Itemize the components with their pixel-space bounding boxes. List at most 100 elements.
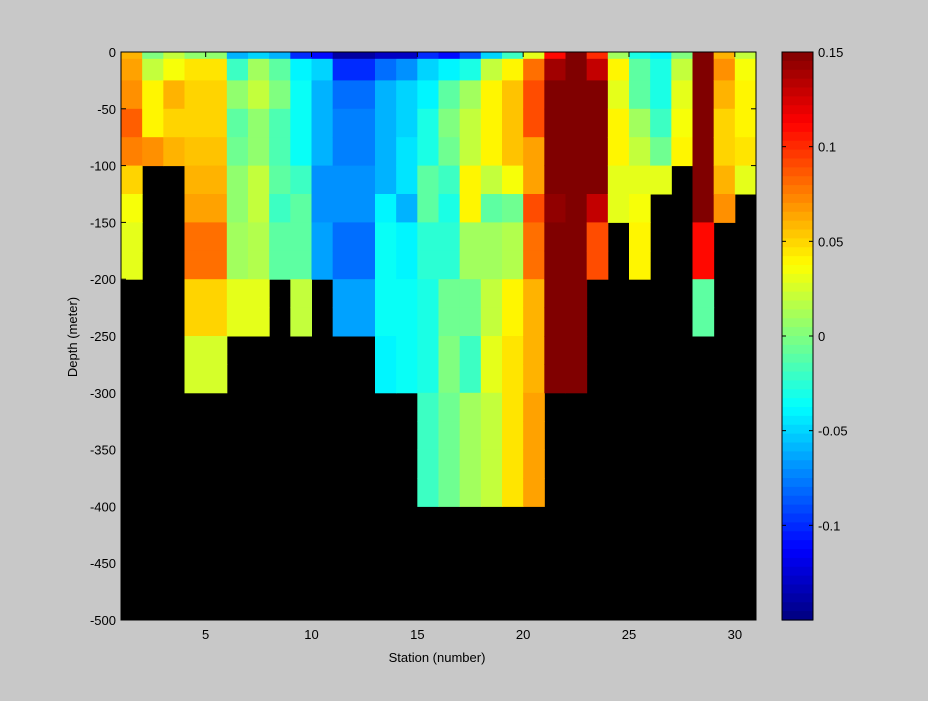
- heatmap-cell: [417, 478, 439, 507]
- heatmap-cell: [121, 137, 143, 167]
- heatmap-cell: [480, 52, 503, 60]
- colorbar-swatch: [782, 469, 813, 479]
- colorbar-swatch: [782, 69, 813, 80]
- heatmap-cell: [438, 279, 461, 309]
- heatmap-cell: [502, 250, 524, 280]
- heatmap-cell: [650, 165, 672, 195]
- heatmap-cell: [734, 58, 757, 81]
- heatmap-cell: [417, 250, 439, 280]
- heatmap-cell: [713, 165, 736, 195]
- heatmap-cell: [502, 449, 524, 479]
- heatmap-cell: [480, 194, 503, 223]
- colorbar-swatch: [782, 353, 813, 364]
- x-axis-label: Station (number): [389, 650, 486, 665]
- heatmap-cell: [248, 194, 270, 223]
- heatmap-cell: [565, 250, 588, 280]
- heatmap-cell: [502, 165, 524, 195]
- colorbar-swatch: [782, 211, 813, 222]
- heatmap-cell: [523, 108, 545, 138]
- heatmap-cell: [417, 421, 439, 451]
- colorbar-swatch: [782, 309, 813, 319]
- heatmap-cell: [438, 165, 461, 195]
- heatmap-cell: [121, 194, 143, 223]
- heatmap-cell: [480, 58, 503, 81]
- heatmap-cell: [121, 80, 143, 110]
- heatmap-cell: [480, 137, 503, 167]
- colorbar-swatch: [782, 60, 813, 71]
- heatmap-cell: [502, 336, 524, 365]
- colorbar-swatch: [782, 87, 813, 97]
- heatmap-cell: [459, 165, 482, 195]
- heatmap-cell: [713, 108, 736, 138]
- heatmap-cell: [586, 108, 609, 138]
- x-tick-label: 15: [410, 627, 424, 642]
- heatmap-cell: [523, 421, 545, 451]
- heatmap-cell: [629, 52, 651, 60]
- colorbar-swatch: [782, 362, 813, 373]
- heatmap-cell: [544, 194, 566, 223]
- heatmap-cell: [523, 392, 545, 422]
- colorbar-swatch: [782, 611, 813, 621]
- colorbar-swatch: [782, 318, 813, 328]
- heatmap-cell: [544, 52, 566, 60]
- heatmap-cell: [523, 165, 545, 195]
- heatmap-cell: [438, 421, 461, 451]
- heatmap-cell: [375, 108, 397, 138]
- heatmap-cell: [692, 194, 715, 223]
- heatmap-cell: [692, 137, 715, 167]
- heatmap-cell: [523, 137, 545, 167]
- heatmap-cell: [671, 80, 693, 110]
- heatmap-cell: [565, 165, 588, 195]
- heatmap-cell: [629, 80, 651, 110]
- heatmap-cell: [226, 165, 249, 195]
- heatmap-cell: [459, 58, 482, 81]
- heatmap-cell: [332, 279, 376, 309]
- heatmap-cell: [459, 52, 482, 60]
- colorbar-swatch: [782, 584, 813, 594]
- heatmap-cell: [332, 137, 376, 167]
- colorbar-swatch: [782, 593, 813, 603]
- x-tick-label: 10: [304, 627, 318, 642]
- heatmap-cell: [502, 194, 524, 223]
- colorbar-swatch: [782, 176, 813, 186]
- colorbar-swatch: [782, 557, 813, 568]
- heatmap-cell: [142, 108, 164, 138]
- heatmap-cell: [502, 80, 524, 110]
- heatmap-cell: [121, 250, 143, 280]
- heatmap-cell: [544, 137, 566, 167]
- heatmap-cell: [226, 250, 249, 280]
- colorbar-swatch: [782, 140, 813, 151]
- colorbar-swatch: [782, 486, 813, 497]
- colorbar-swatch: [782, 167, 813, 177]
- heatmap-cell: [248, 80, 270, 110]
- heatmap-cell: [375, 222, 397, 252]
- heatmap-cell: [650, 137, 672, 167]
- heatmap-cell: [629, 250, 651, 280]
- heatmap-cell: [332, 222, 376, 252]
- heatmap-cell: [396, 165, 418, 195]
- heatmap-cell: [438, 222, 461, 252]
- heatmap-cell: [184, 165, 228, 195]
- x-tick-label: 5: [202, 627, 209, 642]
- heatmap-cell: [269, 137, 291, 167]
- y-tick-label: -300: [90, 386, 116, 401]
- heatmap-cell: [459, 80, 482, 110]
- heatmap-cell: [544, 108, 566, 138]
- heatmap-cell: [629, 222, 651, 252]
- heatmap-cell: [375, 250, 397, 280]
- heatmap-cell: [290, 52, 312, 60]
- heatmap-cell: [142, 58, 164, 81]
- heatmap-cell: [163, 52, 185, 60]
- heatmap-cell: [438, 58, 461, 81]
- heatmap-cell: [502, 307, 524, 337]
- colorbar-swatch: [782, 300, 813, 310]
- y-tick-label: -100: [90, 159, 116, 174]
- heatmap-cell: [417, 194, 439, 223]
- heatmap-cell: [459, 250, 482, 280]
- heatmap-cell: [184, 307, 228, 337]
- heatmap-cell: [459, 364, 482, 394]
- heatmap-cell: [502, 58, 524, 81]
- colorbar-tick-label: -0.05: [818, 424, 848, 439]
- heatmap-cell: [544, 279, 566, 309]
